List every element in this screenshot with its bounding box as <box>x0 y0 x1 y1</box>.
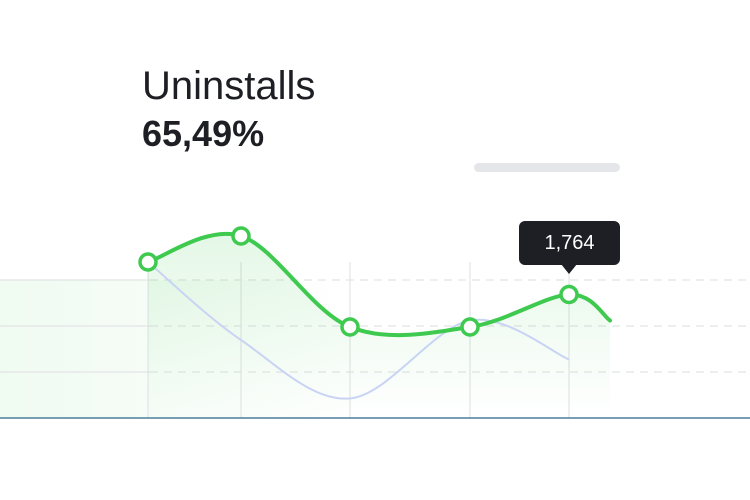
chart-value: 65,49% <box>142 113 265 154</box>
series-area <box>148 233 610 418</box>
chart-title: Uninstalls <box>142 64 316 108</box>
data-point <box>559 284 579 305</box>
tooltip-arrow <box>561 264 577 274</box>
data-point <box>340 317 360 337</box>
data-point <box>231 226 251 246</box>
placeholder-bar <box>474 163 620 172</box>
data-point <box>138 252 158 272</box>
data-point <box>460 317 480 337</box>
tooltip: 1,764 <box>519 221 620 265</box>
series-line-secondary <box>147 261 570 400</box>
